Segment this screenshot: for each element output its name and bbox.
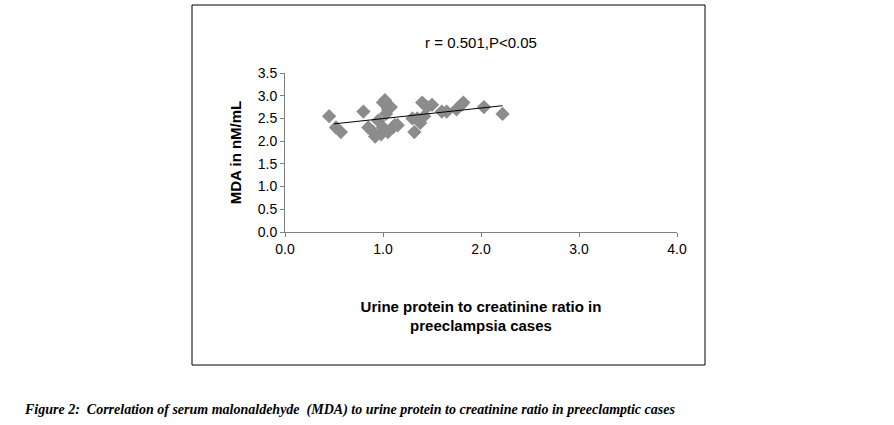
svg-text:1.0: 1.0: [373, 241, 393, 257]
svg-text:3.0: 3.0: [569, 241, 589, 257]
svg-text:1.5: 1.5: [258, 156, 278, 172]
svg-text:r = 0.501,P<0.05: r = 0.501,P<0.05: [425, 34, 537, 51]
svg-text:2.0: 2.0: [258, 133, 278, 149]
svg-text:0.0: 0.0: [258, 224, 278, 240]
svg-text:1.0: 1.0: [258, 178, 278, 194]
svg-text:0.5: 0.5: [258, 201, 278, 217]
svg-text:3.0: 3.0: [258, 88, 278, 104]
svg-text:MDA in nM/mL: MDA in nM/mL: [227, 101, 244, 205]
svg-text:4.0: 4.0: [667, 241, 687, 257]
svg-text:2.0: 2.0: [471, 241, 491, 257]
svg-text:3.5: 3.5: [258, 65, 278, 81]
svg-text:Figure 2: Correlation of seru: Figure 2: Correlation of serum malonalde…: [24, 402, 675, 418]
svg-text:2.5: 2.5: [258, 110, 278, 126]
svg-text:Urine protein to creatinine ra: Urine protein to creatinine ratio inpree…: [361, 298, 602, 335]
svg-text:0.0: 0.0: [275, 241, 295, 257]
